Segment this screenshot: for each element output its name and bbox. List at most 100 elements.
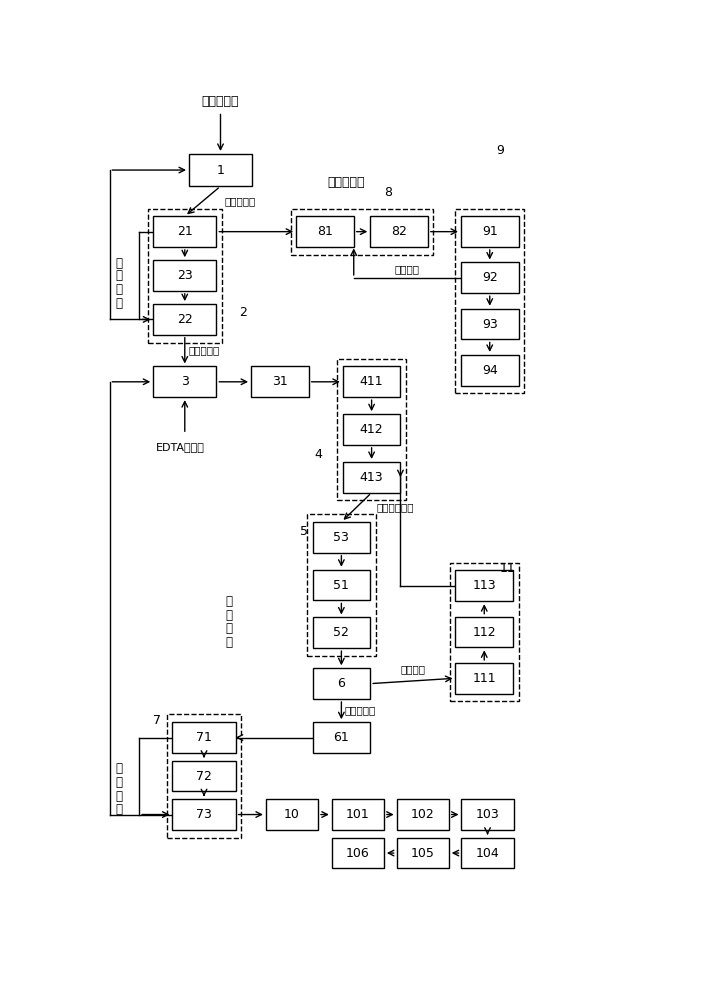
Text: 93: 93 (482, 318, 498, 331)
Text: 碳酸锂湿品: 碳酸锂湿品 (188, 346, 219, 356)
Bar (342, 366, 401, 397)
Text: 4: 4 (314, 448, 322, 461)
Text: EDTA，纯水: EDTA，纯水 (156, 442, 205, 452)
Bar (461, 309, 518, 339)
Text: 111: 111 (472, 672, 496, 685)
Text: 31: 31 (272, 375, 288, 388)
Text: 碳酸氢锂溶液: 碳酸氢锂溶液 (376, 502, 413, 512)
Text: 102: 102 (411, 808, 435, 821)
Text: 413: 413 (359, 471, 384, 484)
Bar (313, 522, 370, 553)
Text: 104: 104 (476, 847, 499, 860)
Text: 9: 9 (496, 144, 504, 157)
Text: 液: 液 (116, 297, 123, 310)
Bar (396, 838, 449, 868)
Bar (455, 617, 513, 647)
Bar (251, 366, 308, 397)
Bar (167, 714, 241, 838)
Text: 碳酸锂料浆: 碳酸锂料浆 (225, 196, 256, 206)
Text: 52: 52 (333, 626, 350, 639)
Bar (172, 799, 235, 830)
Text: 103: 103 (476, 808, 499, 821)
Text: 3: 3 (181, 375, 189, 388)
Text: 离: 离 (116, 762, 123, 775)
Text: 106: 106 (346, 847, 369, 860)
Text: 液: 液 (225, 636, 233, 649)
Text: 母: 母 (225, 622, 233, 635)
Text: 心: 心 (116, 269, 123, 282)
Bar (337, 359, 406, 500)
Bar (307, 514, 376, 656)
Bar (396, 799, 449, 830)
Bar (313, 570, 370, 600)
Bar (172, 722, 235, 753)
Bar (450, 563, 518, 701)
Text: 液: 液 (116, 803, 123, 816)
Text: 2: 2 (239, 306, 247, 319)
Bar (461, 216, 518, 247)
Bar (153, 260, 216, 291)
Bar (455, 663, 513, 694)
Bar (153, 304, 216, 335)
Text: 心: 心 (116, 776, 123, 789)
Text: 母: 母 (116, 283, 123, 296)
Bar (462, 799, 513, 830)
Bar (455, 209, 524, 393)
Bar (370, 216, 428, 247)
Text: 113: 113 (472, 579, 496, 592)
Text: 411: 411 (359, 375, 384, 388)
Bar (296, 216, 354, 247)
Bar (455, 570, 513, 601)
Text: 81: 81 (317, 225, 333, 238)
Text: 心: 心 (225, 609, 233, 622)
Text: 71: 71 (196, 731, 212, 744)
Text: 5: 5 (300, 525, 308, 538)
Bar (313, 668, 370, 699)
Bar (461, 262, 518, 293)
Bar (342, 414, 401, 445)
Text: 离: 离 (116, 257, 123, 270)
Text: 23: 23 (177, 269, 193, 282)
Text: 53: 53 (333, 531, 350, 544)
Text: 10: 10 (284, 808, 300, 821)
Bar (332, 799, 384, 830)
Bar (332, 838, 384, 868)
Text: 8: 8 (384, 186, 391, 199)
Text: 碳酸锂料浆: 碳酸锂料浆 (345, 706, 376, 716)
Text: 碳酸锂粗品: 碳酸锂粗品 (202, 95, 239, 108)
Text: 61: 61 (333, 731, 350, 744)
Text: 91: 91 (482, 225, 498, 238)
Text: 101: 101 (346, 808, 369, 821)
Bar (313, 722, 370, 753)
Bar (153, 366, 216, 397)
Text: 1: 1 (216, 164, 225, 177)
Text: 73: 73 (196, 808, 212, 821)
Text: 92: 92 (482, 271, 498, 284)
Text: 离心母液: 离心母液 (395, 264, 420, 274)
Bar (313, 617, 370, 648)
Bar (291, 209, 433, 255)
Text: 112: 112 (472, 626, 496, 639)
Text: 94: 94 (482, 364, 498, 377)
Text: 碳酸锂湿品: 碳酸锂湿品 (328, 176, 365, 189)
Text: 二氧化碳: 二氧化碳 (401, 664, 425, 674)
Bar (342, 462, 401, 493)
Text: 22: 22 (177, 313, 193, 326)
Text: 72: 72 (196, 770, 212, 783)
Text: 21: 21 (177, 225, 193, 238)
Bar (147, 209, 222, 343)
Text: 51: 51 (333, 579, 350, 592)
Text: 105: 105 (411, 847, 435, 860)
Text: 7: 7 (153, 714, 162, 727)
Bar (153, 216, 216, 247)
Text: 6: 6 (337, 677, 345, 690)
Bar (461, 355, 518, 386)
Text: 82: 82 (391, 225, 407, 238)
Text: 412: 412 (359, 423, 384, 436)
Bar (189, 154, 252, 186)
Bar (462, 838, 513, 868)
Text: 11: 11 (500, 562, 515, 575)
Text: 离: 离 (225, 595, 233, 608)
Bar (172, 761, 235, 791)
Text: 母: 母 (116, 790, 123, 803)
